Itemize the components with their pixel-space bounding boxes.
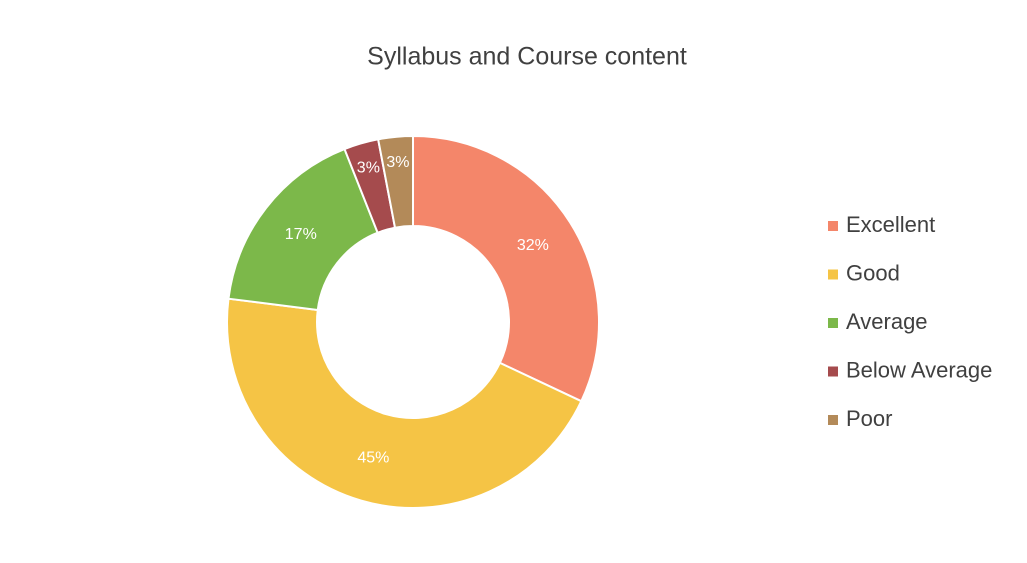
legend-label: Average bbox=[846, 309, 928, 334]
legend-label: Good bbox=[846, 260, 900, 285]
chart-title: Syllabus and Course content bbox=[367, 43, 687, 71]
legend-swatch bbox=[828, 269, 838, 280]
legend-swatch bbox=[828, 366, 838, 377]
slice-label: 3% bbox=[357, 160, 380, 177]
slice-label: 3% bbox=[386, 154, 409, 171]
legend-label: Poor bbox=[846, 406, 892, 431]
legend-swatch bbox=[828, 221, 838, 231]
slice-label: 32% bbox=[517, 237, 549, 254]
legend-swatch bbox=[828, 415, 838, 425]
slice-label: 45% bbox=[357, 450, 389, 467]
donut-slice bbox=[226, 297, 583, 509]
legend-label: Below Average bbox=[846, 357, 992, 382]
donut-slice bbox=[376, 134, 414, 229]
slice-label: 17% bbox=[285, 226, 317, 243]
legend-label: Excellent bbox=[846, 212, 935, 237]
donut-slice bbox=[227, 147, 379, 312]
legend-swatch bbox=[828, 318, 838, 328]
donut-slice bbox=[412, 134, 600, 403]
